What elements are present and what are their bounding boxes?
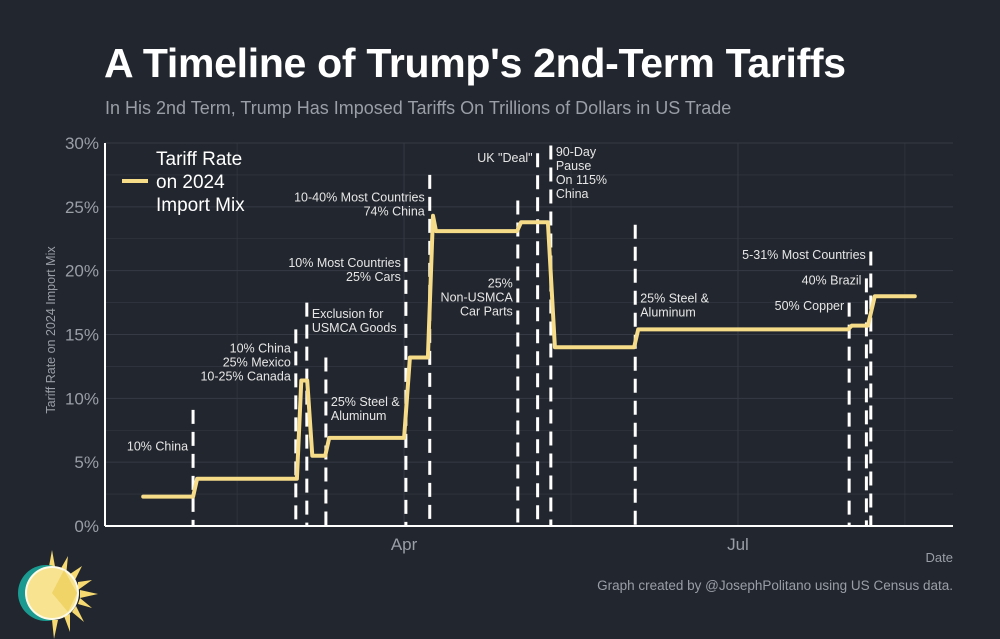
legend-label: Import Mix [156,195,245,216]
x-tick-label: Jul [727,535,749,554]
y-tick-label: 15% [65,326,99,345]
legend-label: on 2024 [156,172,225,193]
event-annotation: UK "Deal" [477,151,540,526]
y-tick-label: 5% [74,453,99,472]
event-annotation: 5-31% Most Countries [742,248,873,526]
event-label: 50% Copper [775,299,845,313]
chart-title: A Timeline of Trump's 2nd-Term Tariffs [104,40,846,86]
event-label-line: On 115% [556,173,607,187]
event-label-line: 5-31% Most Countries [742,248,866,262]
event-label-line: 25% [488,276,513,290]
event-label-line: 25% Steel & [331,395,400,409]
event-label: UK "Deal" [477,151,532,165]
event-label-line: USMCA Goods [312,321,397,335]
event-label: 25% Non-USMCA Car Parts [441,276,514,318]
event-label-line: Car Parts [460,304,513,318]
event-label-line: 40% Brazil [802,274,862,288]
event-label-line: China [556,187,589,201]
event-label: 10% China 25% Mexico 10-25% Canada [200,341,290,383]
event-annotation: 10-40% Most Countries 74% China [294,174,432,526]
event-annotation: 50% Copper [775,299,851,526]
x-axis-label: Date [925,550,953,565]
event-label: 25% Steel & Aluminum [640,292,709,320]
event-label-line: 10% Most Countries [288,256,401,270]
event-annotation: 90-Day Pause On 115% China [549,145,607,526]
event-annotation: Exclusion for USMCA Goods [305,302,397,526]
event-label: 10-40% Most Countries 74% China [294,191,425,219]
event-label-line: Non-USMCA [441,290,514,304]
event-label-line: 25% Cars [346,270,401,284]
event-annotation: 10% China 25% Mexico 10-25% Canada [200,329,298,526]
event-label-line: 10% China [127,440,188,454]
event-label: 5-31% Most Countries [742,248,866,262]
series-layer [141,213,917,499]
event-label-line: 90-Day [556,145,597,159]
event-annotation: 25% Steel & Aluminum [633,224,710,526]
event-label-line: Aluminum [640,306,696,320]
sun-rays-icon [48,550,98,639]
event-label-line: 74% China [364,205,425,219]
event-label-line: Aluminum [331,409,387,423]
chart-subtitle: In His 2nd Term, Trump Has Imposed Tarif… [105,98,732,118]
event-label: 90-Day Pause On 115% China [556,145,607,201]
y-tick-label: 20% [65,262,99,281]
event-label: 40% Brazil [802,274,862,288]
y-axis-label: Tariff Rate on 2024 Import Mix [44,246,58,414]
event-annotation: 25% Steel & Aluminum [324,357,400,526]
y-tick-label: 10% [65,389,99,408]
event-annotation: 10% China [127,409,195,526]
y-tick-label: 30% [65,134,99,153]
legend-label: Tariff Rate [156,149,242,170]
event-label-line: Pause [556,159,591,173]
axes: 0% 5% 10% 15% 20% 25% 30% Apr Jul [65,134,953,554]
event-annotation: 25% Non-USMCA Car Parts [441,200,520,526]
event-label: 10% China [127,440,188,454]
event-label: Exclusion for USMCA Goods [312,307,397,335]
event-label-line: 10% China [230,341,291,355]
event-label: 10% Most Countries 25% Cars [288,256,401,284]
event-label-line: 10-25% Canada [200,369,290,383]
source-caption: Graph created by @JosephPolitano using U… [597,578,953,593]
event-label-line: 25% Steel & [640,292,709,306]
x-tick-label: Apr [391,535,418,554]
event-label-line: 50% Copper [775,299,845,313]
y-tick-label: 0% [74,517,99,536]
event-label-line: 25% Mexico [223,355,291,369]
event-annotation: 40% Brazil [802,274,868,526]
y-tick-label: 25% [65,198,99,217]
event-label-line: Exclusion for [312,307,384,321]
event-label: 25% Steel & Aluminum [331,395,400,423]
event-label-line: UK "Deal" [477,151,532,165]
event-label-line: 10-40% Most Countries [294,191,425,205]
sun-logo [18,550,98,639]
